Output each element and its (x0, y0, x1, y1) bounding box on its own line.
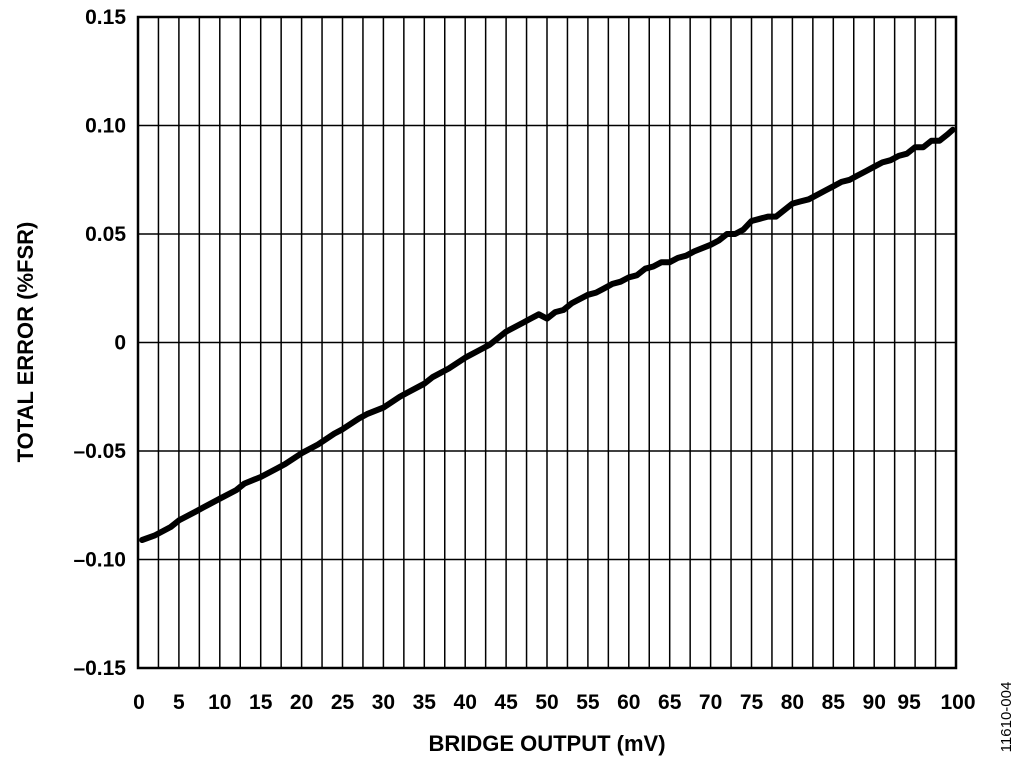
x-tick-labels: 0 5 10 15 20 25 30 35 40 45 50 55 60 65 70 75 80 85 90 95 10… (133, 691, 975, 714)
y-tick-label: 0.15 (85, 6, 126, 29)
x-tick-label: 85 (822, 691, 846, 714)
x-tick-label: 10 (208, 691, 231, 714)
x-tick-label: 50 (535, 691, 558, 714)
y-tick-label: –0.05 (73, 440, 126, 463)
x-tick-label: 40 (454, 691, 477, 714)
x-tick-label: 0 (133, 691, 145, 714)
y-tick-label: 0 (114, 332, 126, 355)
x-tick-label: 65 (658, 691, 682, 714)
x-tick-label: 25 (331, 691, 355, 714)
y-tick-label: –0.15 (73, 657, 126, 680)
figure-id: 11610-004 (998, 682, 1015, 753)
y-tick-label: 0.10 (85, 115, 126, 138)
x-tick-label: 80 (781, 691, 804, 714)
x-tick-label: 60 (617, 691, 640, 714)
x-tick-label: 100 (940, 691, 975, 714)
x-tick-label: 95 (897, 691, 921, 714)
y-tick-label: –0.10 (73, 549, 126, 572)
y-tick-labels: –0.15 –0.10 –0.05 0 0.05 0.10 0.15 (73, 6, 126, 680)
series-line (139, 126, 956, 543)
x-tick-label: 20 (290, 691, 313, 714)
x-axis-title: BRIDGE OUTPUT (mV) (428, 731, 665, 756)
x-tick-label: 45 (494, 691, 518, 714)
x-tick-label: 90 (863, 691, 886, 714)
x-tick-label: 70 (699, 691, 722, 714)
series-layer (139, 126, 956, 543)
x-tick-label: 75 (740, 691, 764, 714)
x-tick-label: 55 (576, 691, 600, 714)
grid (138, 17, 956, 668)
x-tick-label: 15 (249, 691, 273, 714)
plot-frame (136, 15, 958, 670)
x-tick-label: 35 (413, 691, 437, 714)
y-tick-label: 0.05 (85, 223, 126, 246)
x-tick-label: 5 (173, 691, 185, 714)
y-axis-title: TOTAL ERROR (%FSR) (13, 222, 38, 463)
x-tick-label: 30 (372, 691, 395, 714)
